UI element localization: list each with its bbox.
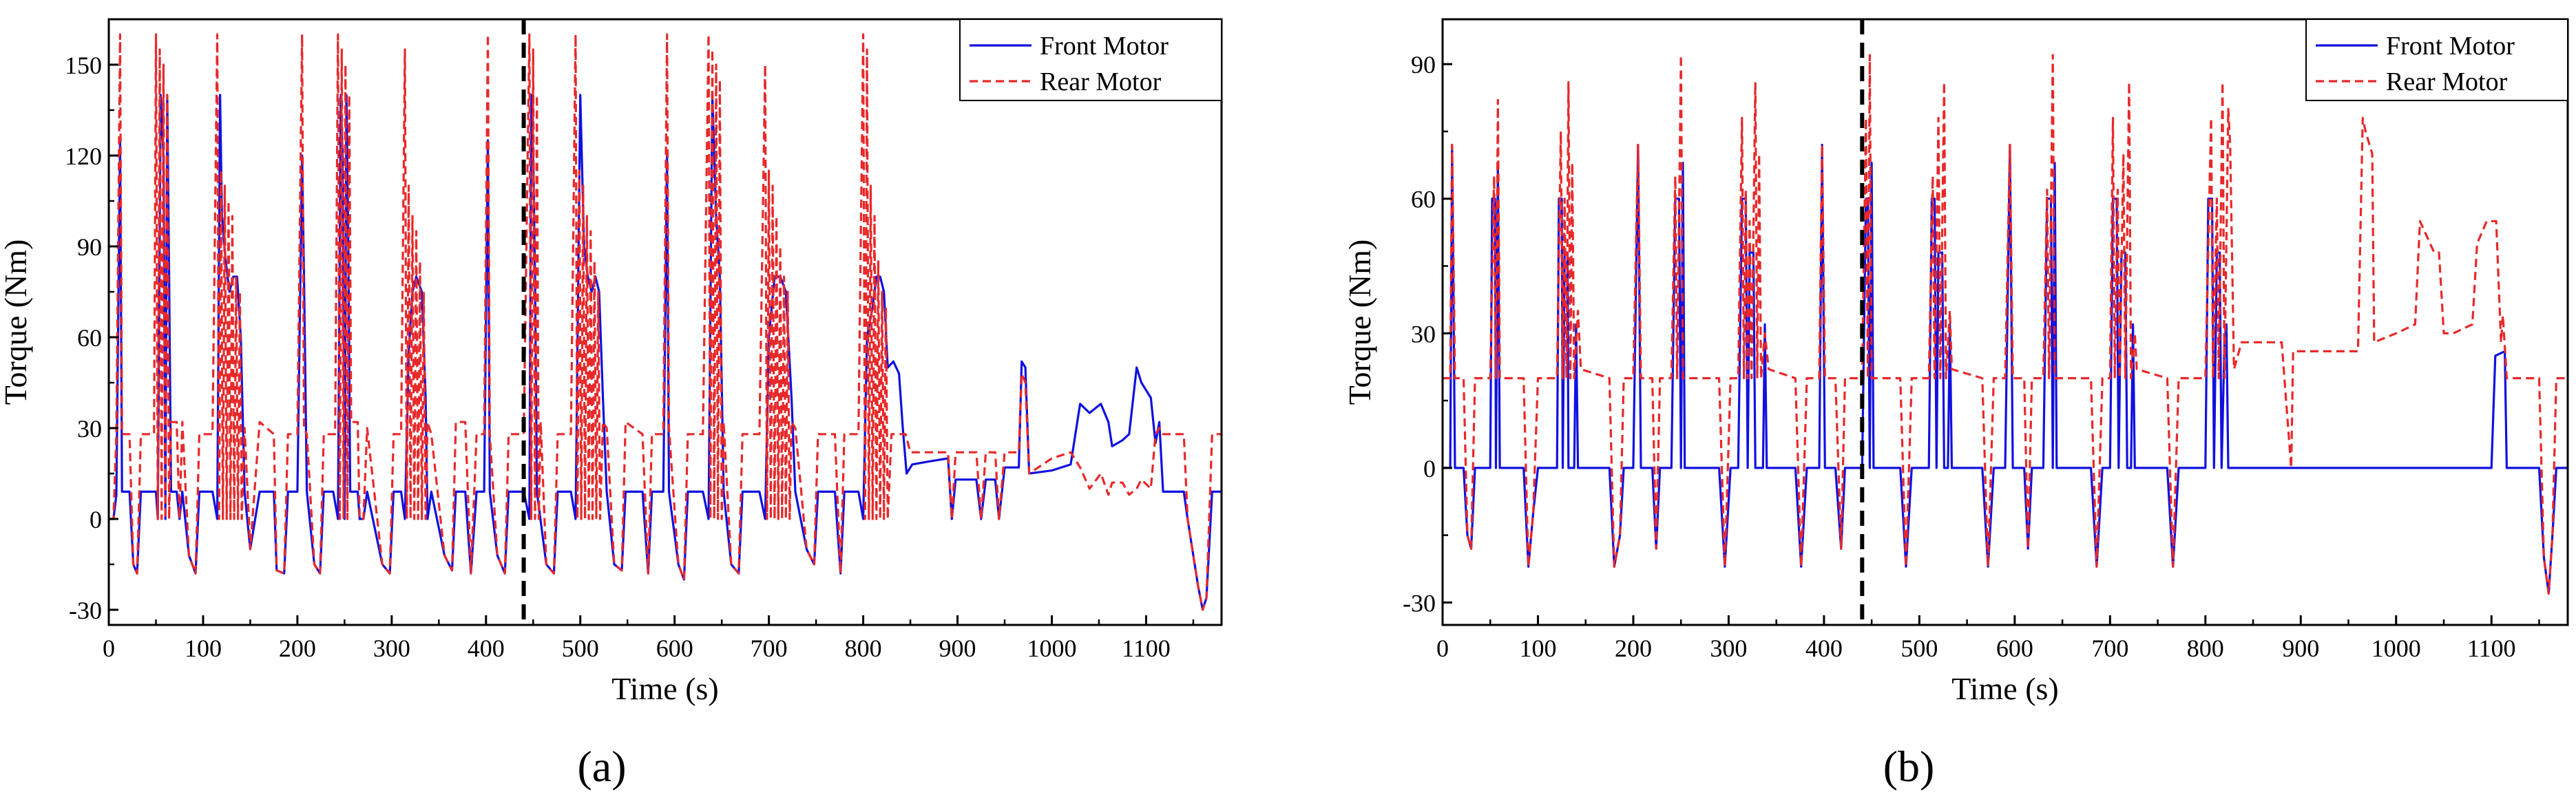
legend-label-rear-motor: Rear Motor	[2386, 67, 2508, 96]
series-line-rear-motor	[1443, 54, 2568, 595]
x-tick-label: 1100	[2467, 635, 2516, 662]
legend-label-front-motor: Front Motor	[2386, 32, 2515, 61]
panel-b-chart: 0 100 200 300 400 500 600 700 800 900 1000 1100-300…	[1342, 18, 2569, 706]
legend-box	[959, 19, 1222, 101]
y-axis-title: Torque (Nm)	[1342, 240, 1377, 405]
y-tick-label: 90	[1411, 51, 1436, 78]
plot-frame	[107, 18, 1223, 626]
x-tick-label: 700	[2091, 635, 2128, 662]
y-tick-label: 0	[90, 506, 102, 533]
x-tick-label: 0	[103, 635, 115, 662]
x-tick-label: 300	[373, 635, 410, 662]
x-tick-label: 600	[1996, 635, 2033, 662]
x-tick-label: 900	[939, 635, 976, 662]
x-tick-label: 200	[1615, 635, 1652, 662]
series-line-front-motor	[1443, 143, 2568, 595]
series-line-front-motor	[109, 94, 1222, 611]
legend-box	[2305, 19, 2568, 101]
y-tick-label: 60	[77, 324, 102, 352]
panel-b-label: (b)	[1883, 742, 1935, 791]
y-tick-label: 150	[65, 52, 102, 79]
x-tick-label: 0	[1436, 635, 1449, 662]
x-tick-label: 400	[1805, 635, 1843, 662]
y-tick-label: 120	[65, 142, 102, 170]
y-axis-title: Torque (Nm)	[0, 240, 33, 405]
x-tick-label: 800	[2187, 635, 2224, 662]
series-line-rear-motor	[109, 33, 1222, 611]
x-axis-title: Time (s)	[611, 671, 719, 706]
x-tick-label: 400	[468, 635, 505, 662]
y-tick-label: 30	[77, 415, 102, 443]
y-tick-label: 60	[1411, 186, 1436, 213]
y-tick-label: -30	[69, 597, 102, 624]
panel-a-chart: 0 100 200 300 400 500 600 700 800 900 1000 1100-300…	[0, 18, 1223, 706]
x-tick-label: 1100	[1122, 635, 1171, 662]
y-tick-label: 90	[77, 233, 102, 261]
x-tick-label: 500	[1900, 635, 1938, 662]
x-tick-label: 500	[562, 635, 599, 662]
x-tick-label: 900	[2282, 635, 2319, 662]
panel-a-label: (a)	[577, 742, 626, 791]
legend-label-front-motor: Front Motor	[1040, 32, 1169, 61]
y-tick-label: -30	[1403, 589, 1436, 617]
x-tick-label: 100	[185, 635, 222, 662]
x-tick-label: 200	[279, 635, 316, 662]
x-tick-label: 1000	[1027, 635, 1076, 662]
y-tick-label: 0	[1423, 455, 1436, 482]
y-tick-label: 30	[1411, 320, 1436, 348]
x-tick-label: 300	[1710, 635, 1747, 662]
x-tick-label: 700	[751, 635, 788, 662]
x-tick-label: 1000	[2371, 635, 2421, 662]
x-tick-label: 100	[1519, 635, 1556, 662]
legend-label-rear-motor: Rear Motor	[1040, 67, 1162, 96]
x-tick-label: 600	[656, 635, 693, 662]
plot-frame	[1441, 18, 2569, 626]
x-axis-title: Time (s)	[1951, 671, 2059, 706]
x-tick-label: 800	[845, 635, 882, 662]
